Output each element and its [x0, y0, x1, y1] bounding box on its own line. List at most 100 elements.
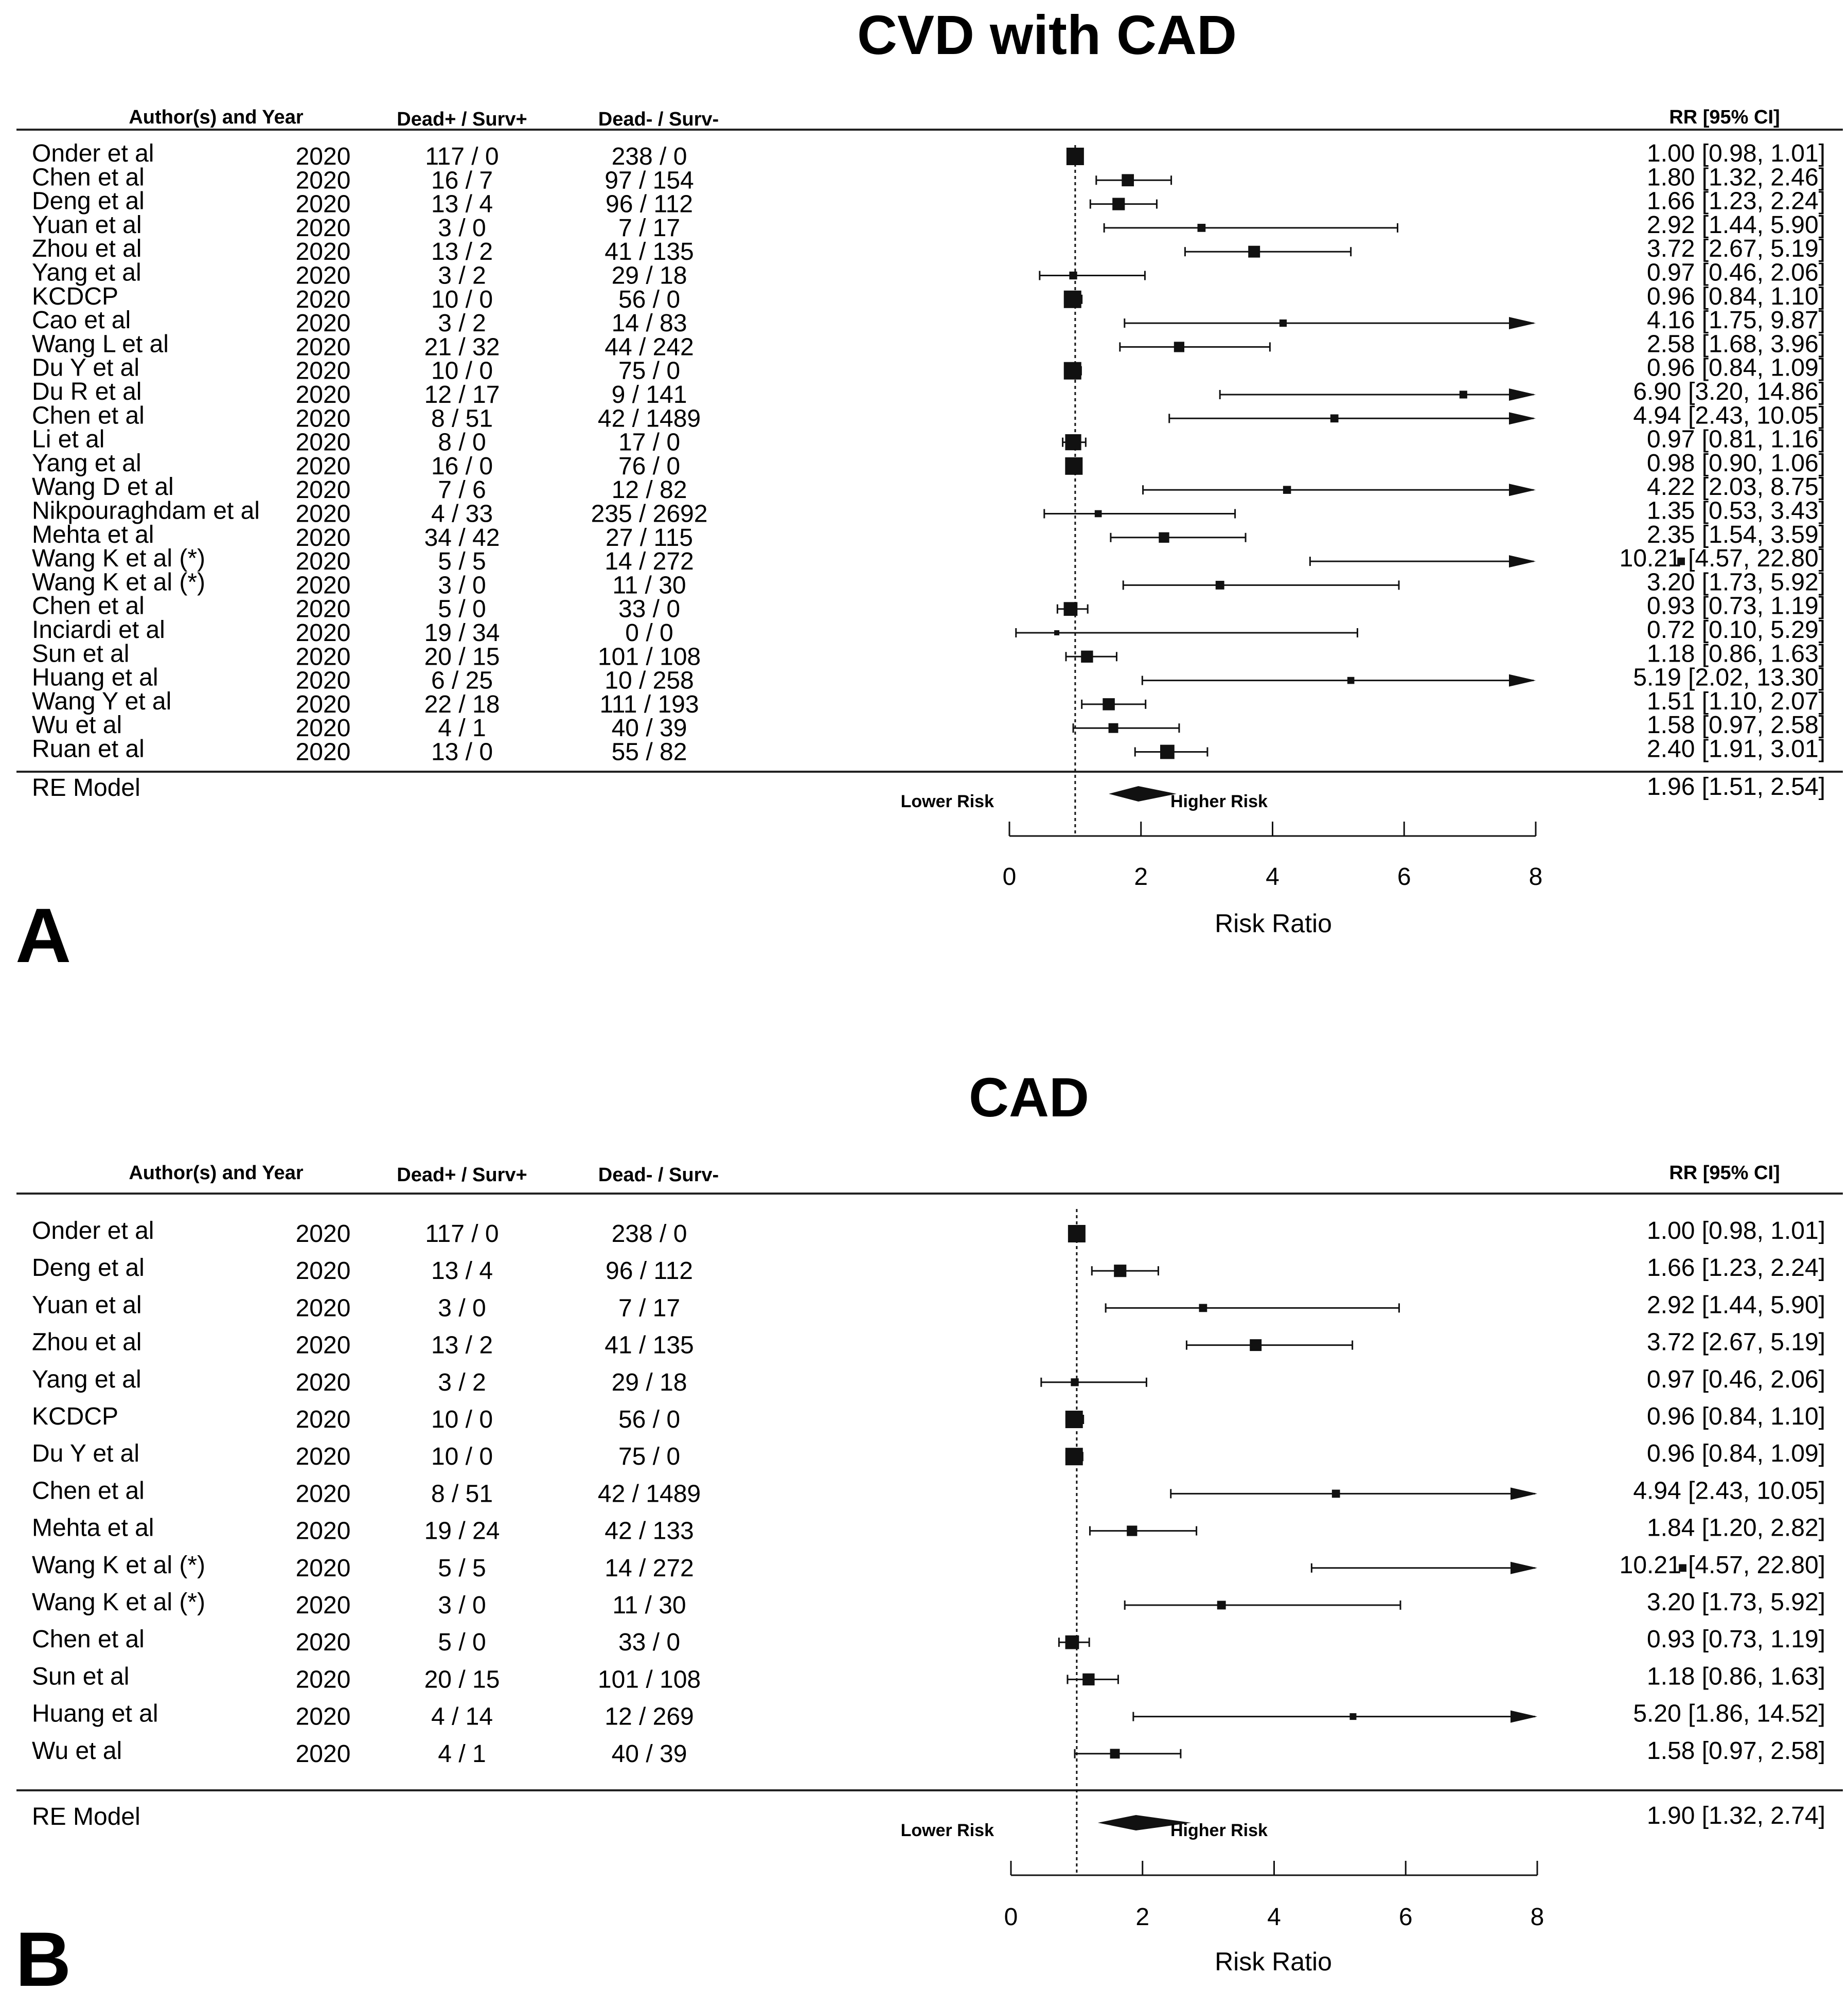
study-events: 5 / 0: [438, 1629, 486, 1656]
study-controls: 11 / 30: [612, 572, 686, 599]
study-author: Wu et al: [32, 712, 122, 739]
study-year: 2020: [296, 1480, 351, 1507]
study-controls: 10 / 258: [605, 667, 694, 695]
point-estimate: [1347, 677, 1355, 684]
study-author: Chen et al: [32, 593, 145, 620]
study-events: 8 / 0: [438, 429, 486, 456]
study-author: Mehta et al: [32, 521, 154, 548]
study-controls: 14 / 83: [612, 310, 687, 337]
study-author: Chen et al: [32, 1626, 145, 1653]
point-estimate: [1114, 1265, 1127, 1277]
point-estimate: [1279, 319, 1287, 327]
point-estimate: [1069, 271, 1077, 280]
study-author: Chen et al: [32, 164, 145, 191]
study-author: Onder et al: [32, 140, 154, 167]
forest-panel-a: CVD with CAD Author(s) and Year Dead+ / Su…: [15, 4, 1843, 979]
study-events: 3 / 0: [438, 572, 486, 599]
column-header-estimate: RR [95% CI]: [1669, 106, 1780, 128]
study-estimate-label: 1.00 [0.98, 1.01]: [1647, 140, 1825, 167]
study-estimate-label: 0.96 [0.84, 1.10]: [1647, 1403, 1825, 1430]
study-events: 13 / 0: [431, 739, 493, 766]
point-estimate: [1459, 390, 1467, 399]
study-controls: 29 / 18: [612, 1369, 687, 1396]
study-controls: 33 / 0: [618, 1629, 680, 1656]
column-header-author-year: Author(s) and Year: [129, 1162, 303, 1184]
study-events: 7 / 6: [438, 476, 486, 504]
study-controls: 7 / 17: [618, 1294, 680, 1322]
study-author: Yang et al: [32, 450, 141, 477]
study-events: 117 / 0: [425, 1220, 499, 1248]
point-estimate: [1159, 532, 1169, 543]
study-author: Yuan et al: [32, 211, 142, 239]
study-author: Sun et al: [32, 640, 129, 667]
study-author: Wang L et al: [32, 330, 169, 358]
column-header-author-year: Author(s) and Year: [129, 106, 303, 128]
study-controls: 76 / 0: [618, 453, 680, 480]
ci-arrow: [1511, 1487, 1537, 1500]
study-year: 2020: [296, 262, 351, 290]
study-author: Wu et al: [32, 1737, 122, 1765]
study-events: 4 / 1: [438, 715, 486, 742]
study-events: 22 / 18: [424, 691, 500, 718]
study-events: 10 / 0: [431, 1443, 493, 1470]
point-estimate: [1063, 362, 1081, 380]
x-tick-label: 8: [1529, 863, 1543, 891]
study-events: 3 / 0: [438, 215, 486, 242]
study-year: 2020: [296, 143, 351, 170]
point-estimate: [1094, 510, 1102, 518]
x-tick-label: 6: [1397, 863, 1411, 891]
study-controls: 11 / 30: [612, 1592, 686, 1619]
study-controls: 14 / 272: [605, 1555, 694, 1582]
study-year: 2020: [296, 596, 351, 623]
point-estimate: [1331, 1489, 1340, 1498]
study-author: Wang Y et al: [32, 688, 171, 715]
study-estimate-label: 4.16 [1.75, 9.87]: [1647, 307, 1825, 334]
point-estimate: [1127, 1525, 1138, 1536]
study-controls: 101 / 108: [598, 1666, 701, 1693]
study-estimate-label: 0.97 [0.46, 2.06]: [1647, 1366, 1825, 1393]
study-author: Yang et al: [32, 1366, 141, 1393]
study-estimate-label: 5.19 [2.02, 13.30]: [1633, 664, 1825, 691]
column-header-controls: Dead- / Surv-: [598, 1164, 719, 1186]
column-header-estimate: RR [95% CI]: [1669, 1162, 1780, 1184]
study-year: 2020: [296, 358, 351, 385]
x-tick-label: 6: [1399, 1904, 1413, 1931]
study-author: Du Y et al: [32, 354, 139, 382]
point-estimate: [1071, 1378, 1079, 1386]
study-author: Deng et al: [32, 1254, 145, 1282]
study-estimate-label: 0.96 [0.84, 1.09]: [1647, 1440, 1825, 1467]
study-controls: 7 / 17: [618, 215, 680, 242]
study-events: 3 / 2: [438, 262, 486, 290]
study-controls: 29 / 18: [612, 262, 687, 290]
study-author: Wang K et al (*): [32, 568, 205, 596]
study-controls: 55 / 82: [612, 739, 687, 766]
point-estimate: [1174, 342, 1185, 352]
study-estimate-label: 2.92 [1.44, 5.90]: [1647, 1291, 1825, 1319]
higher-risk-annotation: Higher Risk: [1170, 792, 1268, 811]
study-estimate-label: 10.21 [4.57, 22.80]: [1620, 1552, 1825, 1579]
point-estimate: [1082, 1673, 1095, 1686]
summary-estimate-label: 1.96 [1.51, 2.54]: [1647, 773, 1825, 801]
point-estimate: [1349, 1713, 1357, 1720]
study-events: 3 / 2: [438, 310, 486, 337]
study-year: 2020: [296, 167, 351, 194]
point-estimate: [1065, 1635, 1079, 1649]
summary-name: RE Model: [32, 1803, 140, 1830]
study-controls: 27 / 115: [606, 524, 693, 552]
study-author: Onder et al: [32, 1217, 154, 1244]
study-year: 2020: [296, 1555, 351, 1582]
study-controls: 12 / 82: [612, 476, 687, 504]
study-controls: 42 / 1489: [598, 1480, 701, 1507]
x-tick-label: 8: [1531, 1904, 1544, 1931]
point-estimate: [1108, 723, 1118, 733]
point-estimate: [1112, 198, 1125, 210]
summary-estimate-label: 1.90 [1.32, 2.74]: [1647, 1802, 1825, 1829]
study-author: Zhou et al: [32, 235, 141, 262]
x-tick-label: 0: [1003, 863, 1017, 891]
study-estimate-label: 6.90 [3.20, 14.86]: [1633, 378, 1825, 405]
point-estimate: [1065, 1411, 1083, 1428]
study-year: 2020: [296, 691, 351, 718]
study-controls: 40 / 39: [612, 715, 687, 742]
study-year: 2020: [296, 238, 351, 265]
